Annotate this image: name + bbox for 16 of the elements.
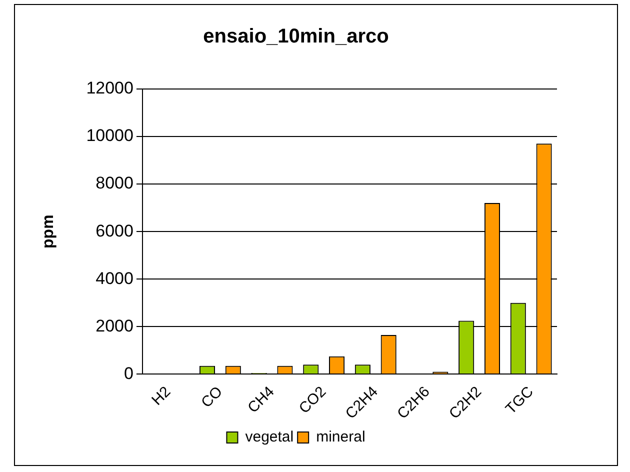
x-tick-label: CH4 — [244, 383, 278, 416]
x-tick-label: H2 — [148, 383, 174, 409]
legend-label: mineral — [316, 428, 366, 446]
x-tick-label: CO2 — [296, 383, 330, 418]
x-tick-label: CO — [198, 383, 226, 412]
y-tick-label: 0 — [124, 364, 134, 383]
chart-title: ensaio_10min_arco — [203, 26, 389, 48]
y-tick-label: 8000 — [96, 174, 134, 193]
x-tick-label: TGC — [502, 383, 537, 418]
y-axis-title: ppm — [40, 214, 58, 248]
y-tick-label: 6000 — [96, 221, 134, 240]
y-tick-label: 4000 — [96, 268, 134, 288]
y-tick-label: 12000 — [86, 78, 134, 98]
y-tick-label: 2000 — [96, 316, 134, 336]
legend-label: vegetal — [245, 428, 294, 446]
y-tick-label: 10000 — [86, 126, 134, 146]
